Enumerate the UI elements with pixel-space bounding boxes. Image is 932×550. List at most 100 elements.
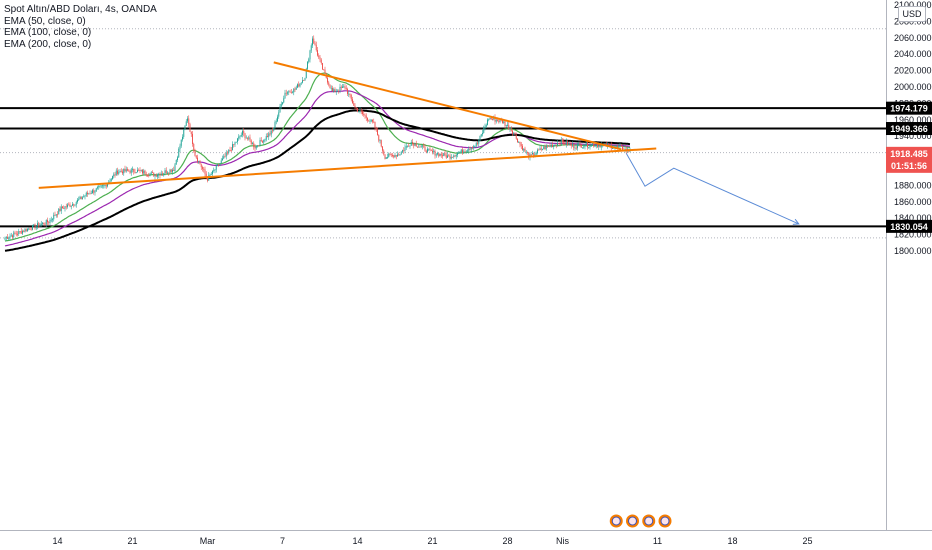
candle-body [247,137,248,139]
candle-body [287,92,288,94]
candle-body [465,151,467,153]
candle-body [22,230,23,234]
candle-body [49,219,51,223]
candle-body [207,176,208,181]
candle-body [42,222,43,224]
candle-body [158,173,160,176]
candle-body [244,133,246,138]
candle-body [258,145,260,147]
candle-body [483,128,485,133]
candle-body [227,152,228,154]
price-tick-label: 2020.000 [894,66,932,76]
candle-body [254,147,256,149]
candle-body [420,146,422,148]
candle-body [113,174,115,177]
ema-200-label[interactable]: EMA (200, close, 0) [4,38,92,50]
candle-body [408,145,410,147]
candle-body [58,208,60,215]
candle-body [160,173,162,176]
ema-100-label[interactable]: EMA (100, close, 0) [4,27,92,38]
candle-body [229,149,231,151]
candle-body [245,137,247,139]
candle-body [173,169,175,171]
candle-body [392,155,393,156]
candle-body [285,92,287,94]
candle-body [345,88,347,90]
flag-icon [628,516,637,526]
candle-body [484,126,486,129]
candle-body [417,146,418,148]
candle-body [549,145,551,147]
candle-body [282,102,283,104]
candle-body [145,174,147,176]
price-badges: 1974.179 1949.366 1830.054 1918.485 01:51:56 [886,101,932,233]
candle-body [8,237,10,239]
candle-body [177,157,178,161]
candle-body [179,145,181,149]
level-badge-label: 1949.366 [890,124,928,134]
resistance-trendline[interactable] [273,61,622,151]
candle-body [534,154,536,156]
candle-body [129,171,131,173]
ema-50-label[interactable]: EMA (50, close, 0) [4,15,86,27]
candle-body [540,148,542,150]
time-tick-label: Mar [200,536,216,546]
candle-body [284,92,286,99]
candle-body [74,204,76,206]
candle-body [243,131,245,134]
candle-body [367,117,368,121]
candle-body [219,163,221,166]
candle-body [69,204,71,207]
time-axis[interactable]: 14 21 Mar 7 14 21 28 Nis 11 18 25 [52,536,812,546]
candle-body [70,205,72,207]
candle-body [188,118,190,125]
horizontal-levels[interactable] [0,107,886,228]
candle-body [305,68,307,79]
candle-body [574,147,576,149]
candle-body [490,117,492,120]
candle-body [394,155,396,158]
candle-body [588,147,590,148]
candle-body [594,145,596,147]
candle-body [329,84,331,88]
currency-button[interactable]: USD [898,6,926,22]
trendlines[interactable] [38,61,657,189]
candle-body [485,125,487,127]
candle-body [413,142,415,146]
ema-line-200 [4,109,631,252]
candle-body [482,132,483,135]
support-trendline[interactable] [38,147,657,189]
candle-body [565,141,567,145]
candle-body [203,168,205,170]
economic-event-icons[interactable] [609,514,672,528]
candle-body [125,169,127,172]
projection-path-line[interactable] [625,153,800,225]
candle-body [515,134,517,139]
candle-body [562,139,563,142]
candle-body [407,145,408,147]
symbol-title[interactable]: Spot Altın/ABD Doları, 4s, OANDA [4,4,157,15]
candle-body [28,228,30,230]
candle-body [397,154,398,157]
candle-body [512,130,513,135]
candle-body [159,173,161,176]
candle-body [364,115,366,116]
candle-body [597,144,598,147]
projection-path[interactable] [625,153,800,225]
candle-body [114,174,116,176]
candle-body [443,153,445,157]
candle-body [530,154,532,156]
candle-body [480,134,482,137]
level-badge [886,219,932,233]
candle-body [155,174,157,177]
candle-body [508,124,510,130]
candle-body [558,143,560,145]
candle-body [123,168,125,174]
candle-body [80,196,82,199]
candle-body [72,204,73,206]
candle-body [427,148,428,153]
candle-body [60,206,62,211]
candle-body [147,175,148,176]
